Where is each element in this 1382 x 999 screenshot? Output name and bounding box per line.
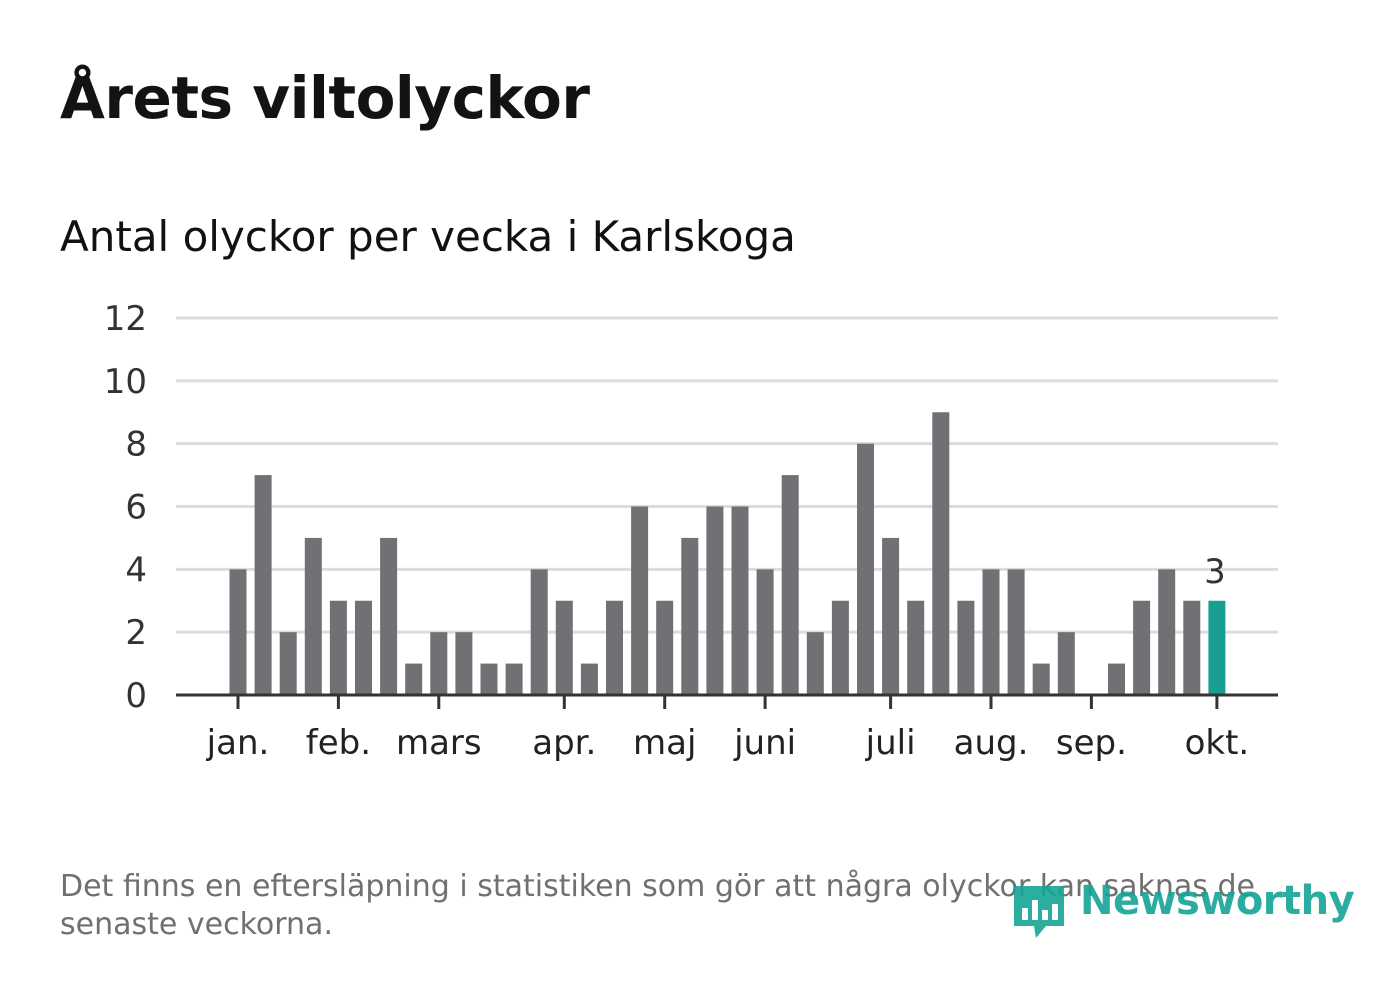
bar: [781, 475, 799, 695]
bar: [1133, 600, 1151, 695]
x-tick-label: mars: [396, 723, 482, 763]
highlight-value-label: 3: [1204, 552, 1226, 592]
x-tick-label: aug.: [954, 723, 1029, 763]
bar: [706, 506, 724, 695]
data-labels: 3: [1204, 552, 1226, 592]
bar: [957, 600, 975, 695]
bar: [882, 537, 900, 695]
bar: [455, 632, 473, 695]
bar: [1108, 663, 1125, 695]
y-tick-label: 4: [125, 550, 147, 590]
x-tick-label: jan.: [206, 723, 270, 763]
bar: [756, 569, 774, 695]
bar: [480, 663, 498, 695]
newsworthy-logo-icon: [1014, 886, 1064, 938]
bar: [530, 569, 548, 695]
bar: [1158, 569, 1176, 695]
y-tick-label: 0: [125, 676, 147, 716]
x-tick-label: okt.: [1185, 723, 1250, 763]
chart-subtitle: Antal olyckor per vecka i Karlskoga: [60, 212, 796, 261]
bar: [806, 632, 824, 695]
bar: [857, 443, 874, 695]
bar: [254, 475, 272, 695]
bar: [329, 600, 347, 695]
bar: [430, 632, 448, 695]
y-axis-ticks: 0 2 4 6 8 10 12: [104, 299, 147, 716]
y-tick-label: 8: [125, 425, 147, 465]
y-tick-label: 12: [104, 299, 147, 339]
bar: [681, 537, 699, 695]
bar: [932, 412, 950, 695]
bar: [355, 600, 372, 695]
bar: [279, 632, 297, 695]
bar-chart: 0 2 4 6 8 10 12 jan. feb. mars apr. maj juni juli aug…: [104, 299, 1278, 763]
bar: [380, 537, 398, 695]
bars: [229, 412, 1226, 695]
bar: [229, 569, 247, 695]
bar: [631, 506, 649, 695]
bar: [1032, 663, 1050, 695]
x-axis: jan. feb. mars apr. maj juni juli aug. sep. okt.: [176, 693, 1278, 763]
gridlines: [176, 316, 1278, 634]
y-tick-label: 6: [125, 488, 147, 528]
chart-title: Årets viltolyckor: [60, 64, 590, 132]
bar: [505, 663, 523, 695]
bar: [731, 506, 749, 695]
bar: [831, 600, 849, 695]
bar: [580, 663, 598, 695]
bar: [1208, 600, 1226, 695]
x-tick-label: sep.: [1056, 723, 1127, 763]
bar: [1007, 569, 1025, 695]
x-tick-label: juli: [865, 723, 916, 763]
newsworthy-logo: Newsworthy: [1010, 878, 1355, 942]
bar: [982, 569, 1000, 695]
y-tick-label: 2: [125, 613, 147, 653]
x-tick-label: apr.: [532, 723, 596, 763]
bar: [606, 600, 623, 695]
bar: [656, 600, 674, 695]
bar: [907, 600, 925, 695]
bar: [1057, 632, 1075, 695]
bar: [1183, 600, 1201, 695]
bar: [405, 663, 423, 695]
bar: [555, 600, 573, 695]
x-tick-label: feb.: [306, 723, 371, 763]
newsworthy-logo-text: Newsworthy: [1080, 878, 1355, 924]
x-tick-label: juni: [733, 723, 796, 763]
bar: [304, 537, 322, 695]
x-tick-label: maj: [633, 723, 696, 763]
y-tick-label: 10: [104, 362, 147, 402]
